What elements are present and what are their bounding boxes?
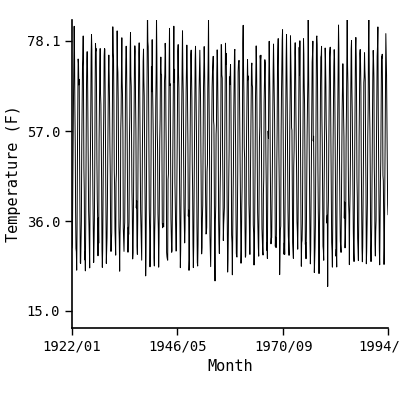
X-axis label: Month: Month [207, 359, 253, 374]
Y-axis label: Temperature (F): Temperature (F) [6, 106, 21, 242]
